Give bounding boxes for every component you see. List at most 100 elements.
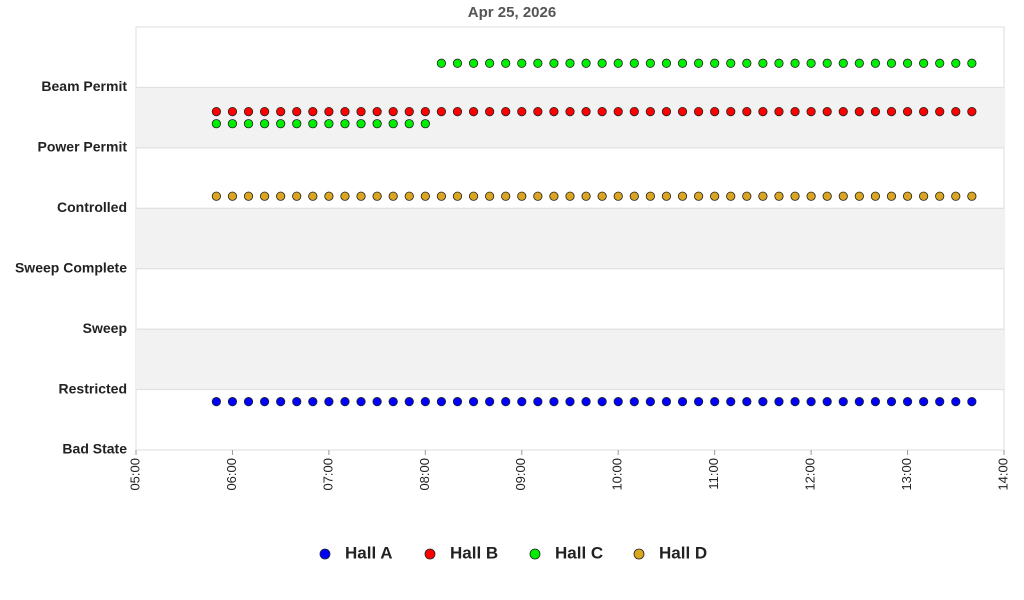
x-tick-label: 09:00 bbox=[513, 458, 528, 491]
point bbox=[485, 107, 495, 117]
point bbox=[854, 397, 864, 407]
legend-label: Hall D bbox=[659, 543, 707, 562]
point bbox=[420, 191, 430, 201]
point bbox=[902, 397, 913, 407]
y-tick-label: Beam Permit bbox=[41, 78, 127, 94]
x-tick-label: 05:00 bbox=[127, 458, 142, 491]
point bbox=[822, 397, 832, 407]
point bbox=[661, 191, 672, 201]
point bbox=[886, 191, 897, 201]
point bbox=[742, 191, 752, 201]
point bbox=[581, 58, 591, 68]
point bbox=[581, 397, 591, 407]
point bbox=[292, 397, 302, 407]
point bbox=[758, 58, 768, 68]
point bbox=[565, 397, 575, 407]
point bbox=[967, 191, 977, 201]
point bbox=[790, 107, 800, 117]
point bbox=[485, 58, 495, 68]
point bbox=[790, 191, 800, 201]
point bbox=[565, 191, 575, 201]
point bbox=[710, 191, 720, 201]
point bbox=[645, 397, 655, 407]
point bbox=[533, 397, 543, 407]
point bbox=[372, 107, 382, 117]
band bbox=[136, 329, 1004, 390]
point bbox=[468, 58, 479, 68]
legend-label: Hall C bbox=[555, 543, 603, 562]
point bbox=[372, 397, 382, 407]
point bbox=[420, 119, 430, 129]
point bbox=[758, 191, 768, 201]
x-tick-label: 13:00 bbox=[899, 458, 914, 491]
band bbox=[136, 208, 1004, 269]
point bbox=[693, 58, 704, 68]
point bbox=[726, 58, 736, 68]
point bbox=[886, 58, 897, 68]
point bbox=[404, 191, 414, 201]
point bbox=[356, 119, 366, 129]
point bbox=[645, 191, 655, 201]
point bbox=[726, 397, 736, 407]
point bbox=[276, 107, 286, 117]
point bbox=[308, 397, 318, 407]
point bbox=[227, 119, 238, 129]
point bbox=[372, 119, 382, 129]
point bbox=[517, 58, 527, 68]
point bbox=[838, 58, 848, 68]
point bbox=[549, 191, 559, 201]
point bbox=[308, 191, 318, 201]
point bbox=[549, 58, 559, 68]
point bbox=[292, 107, 302, 117]
y-tick-label: Bad State bbox=[62, 441, 127, 457]
point bbox=[661, 397, 672, 407]
point bbox=[227, 107, 238, 117]
point bbox=[951, 58, 961, 68]
legend-label: Hall A bbox=[345, 543, 393, 562]
point bbox=[645, 107, 655, 117]
point bbox=[468, 107, 479, 117]
point bbox=[854, 58, 864, 68]
point bbox=[340, 119, 350, 129]
point bbox=[436, 397, 447, 407]
point bbox=[935, 397, 945, 407]
point bbox=[324, 107, 334, 117]
point bbox=[485, 397, 495, 407]
point bbox=[967, 107, 977, 117]
x-tick-label: 10:00 bbox=[610, 458, 625, 491]
point bbox=[259, 191, 270, 201]
point bbox=[468, 397, 479, 407]
point bbox=[211, 397, 221, 407]
point bbox=[886, 107, 897, 117]
point bbox=[902, 58, 913, 68]
point bbox=[259, 119, 270, 129]
x-tick-label: 08:00 bbox=[417, 458, 432, 491]
y-tick-label: Sweep Complete bbox=[15, 259, 127, 275]
legend-marker bbox=[424, 548, 436, 560]
point bbox=[549, 107, 559, 117]
point bbox=[710, 107, 720, 117]
band bbox=[136, 87, 1004, 148]
point bbox=[324, 119, 334, 129]
point bbox=[613, 191, 623, 201]
point bbox=[404, 397, 414, 407]
point bbox=[404, 119, 414, 129]
point bbox=[758, 107, 768, 117]
point bbox=[501, 191, 511, 201]
point bbox=[806, 191, 816, 201]
point bbox=[533, 58, 543, 68]
point bbox=[372, 191, 382, 201]
point bbox=[629, 397, 639, 407]
point bbox=[581, 191, 591, 201]
point bbox=[227, 397, 238, 407]
point bbox=[276, 397, 286, 407]
point bbox=[292, 119, 302, 129]
point bbox=[517, 107, 527, 117]
point bbox=[710, 58, 720, 68]
point bbox=[436, 107, 447, 117]
point bbox=[645, 58, 655, 68]
point bbox=[420, 397, 430, 407]
point bbox=[533, 107, 543, 117]
point bbox=[259, 107, 270, 117]
legend-marker bbox=[633, 548, 645, 560]
